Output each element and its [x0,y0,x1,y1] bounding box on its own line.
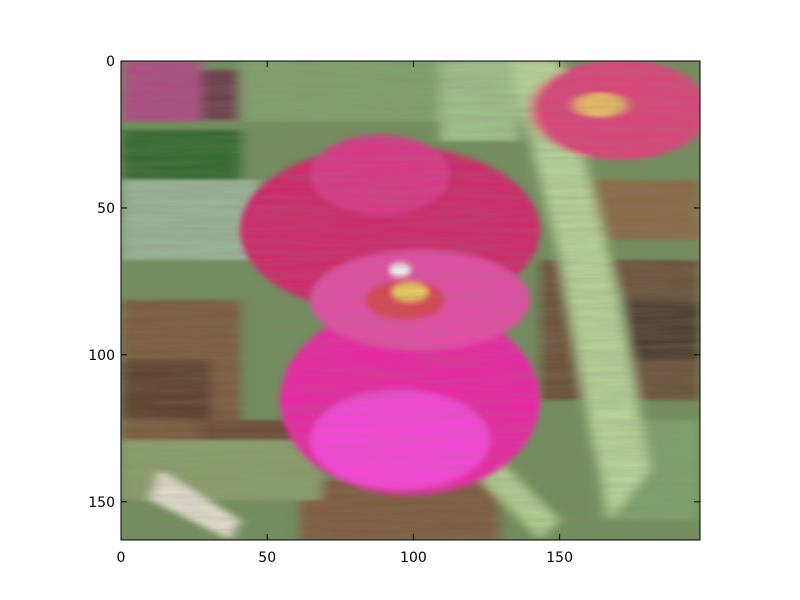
image-area [121,61,700,540]
axes-frame [120,60,701,541]
x-tick-label: 150 [546,550,573,566]
y-axis: 0 50 100 150 [88,54,700,511]
x-tick-label: 100 [400,550,427,566]
x-tick-label: 0 [117,550,126,566]
y-tick-label: 100 [88,348,115,364]
x-tick-label: 50 [258,550,276,566]
y-tick-label: 0 [106,54,115,70]
y-tick-label: 50 [97,201,115,217]
y-tick-label: 150 [88,495,115,511]
x-axis: 0 50 100 150 [117,61,573,566]
